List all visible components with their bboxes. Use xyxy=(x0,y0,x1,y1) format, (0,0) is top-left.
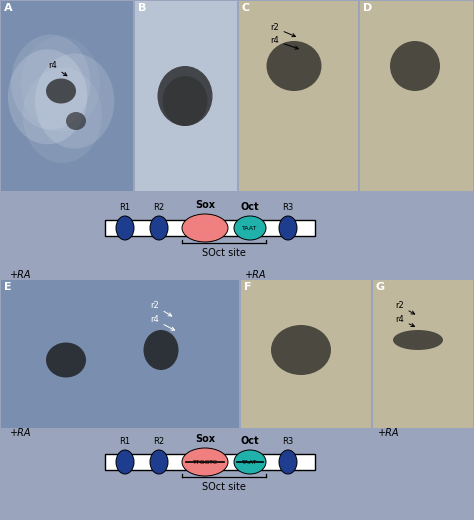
Bar xyxy=(135,1,237,191)
Ellipse shape xyxy=(234,216,266,240)
Ellipse shape xyxy=(279,450,297,474)
Text: Oct: Oct xyxy=(241,436,259,446)
Bar xyxy=(241,280,371,428)
Bar xyxy=(0,191,474,278)
Text: R2: R2 xyxy=(154,203,164,212)
Text: r2: r2 xyxy=(150,301,172,316)
Ellipse shape xyxy=(182,214,228,242)
Text: r4: r4 xyxy=(270,36,298,49)
Text: +RA: +RA xyxy=(378,428,400,438)
Text: r2: r2 xyxy=(270,23,295,37)
Ellipse shape xyxy=(390,41,440,91)
Ellipse shape xyxy=(66,112,86,130)
Bar xyxy=(0,428,474,520)
Text: R3: R3 xyxy=(283,203,293,212)
Text: R3: R3 xyxy=(283,437,293,446)
Text: G: G xyxy=(376,282,385,292)
Bar xyxy=(105,454,315,470)
Ellipse shape xyxy=(150,450,168,474)
Ellipse shape xyxy=(21,36,100,132)
Bar xyxy=(239,1,358,191)
Ellipse shape xyxy=(46,79,76,103)
Bar xyxy=(1,280,239,428)
Ellipse shape xyxy=(11,34,91,129)
Ellipse shape xyxy=(393,330,443,350)
Ellipse shape xyxy=(163,76,208,126)
Bar xyxy=(360,1,473,191)
Text: +RA: +RA xyxy=(245,270,266,280)
Bar xyxy=(373,280,473,428)
Text: A: A xyxy=(4,3,13,13)
Text: R1: R1 xyxy=(119,203,130,212)
Text: SOct site: SOct site xyxy=(202,482,246,492)
Bar xyxy=(105,220,315,236)
Text: Oct: Oct xyxy=(241,202,259,212)
Ellipse shape xyxy=(234,450,266,474)
Ellipse shape xyxy=(144,330,179,370)
Text: TAAT: TAAT xyxy=(242,460,258,464)
Bar xyxy=(1,1,133,191)
Ellipse shape xyxy=(116,450,134,474)
Text: Sox: Sox xyxy=(195,434,215,444)
Text: R1: R1 xyxy=(119,437,130,446)
Ellipse shape xyxy=(150,216,168,240)
Text: R2: R2 xyxy=(154,437,164,446)
Text: C: C xyxy=(242,3,250,13)
Ellipse shape xyxy=(271,325,331,375)
Text: +RA: +RA xyxy=(10,428,31,438)
Text: SOct site: SOct site xyxy=(202,248,246,258)
Text: r4: r4 xyxy=(150,315,174,330)
Ellipse shape xyxy=(23,68,102,163)
Text: E: E xyxy=(4,282,12,292)
Text: TTGGTC: TTGGTC xyxy=(192,460,218,464)
Ellipse shape xyxy=(35,54,114,149)
Text: F: F xyxy=(244,282,252,292)
Ellipse shape xyxy=(279,216,297,240)
Ellipse shape xyxy=(266,41,321,91)
Ellipse shape xyxy=(8,49,87,145)
Ellipse shape xyxy=(46,343,86,378)
Text: r4: r4 xyxy=(395,315,414,327)
Ellipse shape xyxy=(182,448,228,476)
Ellipse shape xyxy=(157,66,212,126)
Text: B: B xyxy=(138,3,146,13)
Text: TAAT: TAAT xyxy=(242,226,258,230)
Text: +RA: +RA xyxy=(10,270,31,280)
Text: r2: r2 xyxy=(395,301,415,314)
Text: Sox: Sox xyxy=(195,200,215,210)
Text: D: D xyxy=(363,3,372,13)
Ellipse shape xyxy=(116,216,134,240)
Text: r4: r4 xyxy=(48,61,67,76)
